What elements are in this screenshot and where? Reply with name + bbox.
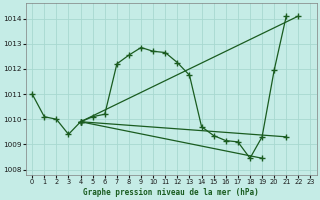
X-axis label: Graphe pression niveau de la mer (hPa): Graphe pression niveau de la mer (hPa) [84, 188, 259, 197]
